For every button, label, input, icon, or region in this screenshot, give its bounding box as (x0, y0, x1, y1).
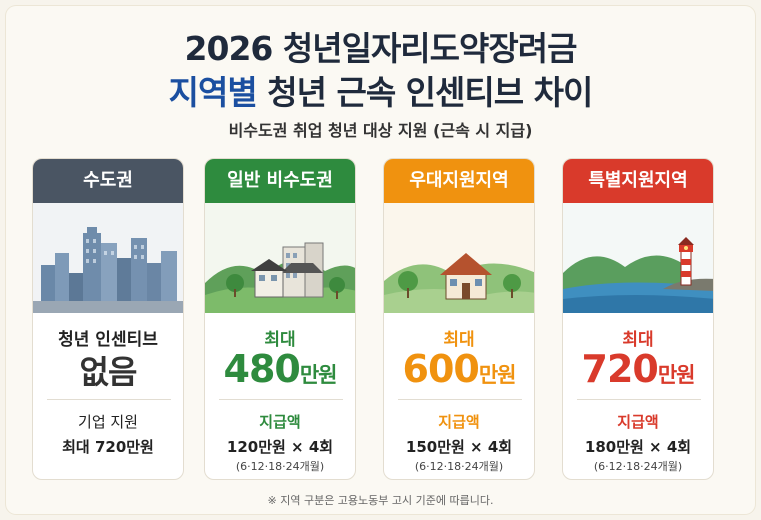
incentive-amount: 720 (581, 347, 659, 391)
payment-amount: 150만원 × 4회 (405, 438, 513, 456)
max-label: 최대 (443, 330, 475, 350)
divider (398, 399, 522, 400)
payment-label: 지급액 (438, 413, 480, 431)
incentive-unit: 만원 (299, 363, 338, 387)
card-capital-region: 수도권 청년 인센티브 없음 기업 지원 최대 720만원 (32, 158, 184, 480)
incentive-amount: 없음 (79, 353, 138, 391)
divider (577, 399, 701, 400)
max-label: 최대 (622, 330, 654, 350)
payment-schedule: (6·12·18·24개월) (235, 460, 325, 473)
subtitle: 비수도권 취업 청년 대상 지원 (근속 시 지급) (228, 121, 533, 140)
incentive-value: 720만원 (563, 347, 713, 391)
incentive-unit: 만원 (478, 363, 517, 387)
divider (219, 399, 343, 400)
title-rest: 청년 근속 인센티브 차이 (256, 73, 593, 112)
coastal-lighthouse-icon (563, 203, 713, 313)
incentive-value: 600만원 (384, 347, 534, 391)
payment-schedule: (6·12·18·24개월) (593, 460, 683, 473)
divider (47, 399, 171, 400)
title-highlight: 지역별 (168, 73, 258, 112)
incentive-amount: 480 (223, 347, 301, 391)
payment-label: 지급액 (259, 413, 301, 431)
payment-label: 지급액 (617, 413, 659, 431)
city-skyline-icon (33, 203, 183, 313)
payment-amount: 180만원 × 4회 (584, 438, 692, 456)
house-landscape-icon (384, 203, 534, 313)
title-line-1: 2026 청년일자리도약장려금 (184, 29, 578, 68)
company-support-label: 기업 지원 (78, 413, 138, 431)
card-special-support-region: 특별지원지역 최대 720만원 지급액 180만원 × 4회 (6·12·18·… (562, 158, 714, 480)
card-header: 일반 비수도권 (205, 159, 355, 203)
incentive-value: 480만원 (205, 347, 355, 391)
max-label: 최대 (264, 330, 296, 350)
town-landscape-icon (205, 203, 355, 313)
footnote: ※ 지역 구분은 고용노동부 고시 기준에 따릅니다. (267, 494, 494, 507)
payment-amount: 120만원 × 4회 (226, 438, 334, 456)
incentive-label: 청년 인센티브 (58, 330, 158, 350)
card-header: 우대지원지역 (384, 159, 534, 203)
company-support-amount: 최대 720만원 (62, 438, 154, 456)
card-header: 수도권 (33, 159, 183, 203)
card-header: 특별지원지역 (563, 159, 713, 203)
card-general-non-capital: 일반 비수도권 최대 480만원 지급액 120만원 × 4회 (6·12·18… (204, 158, 356, 480)
incentive-amount: 600 (402, 347, 480, 391)
card-preferred-support-region: 우대지원지역 최대 600만원 지급액 150만원 × 4회 (6·12·18·… (383, 158, 535, 480)
payment-schedule: (6·12·18·24개월) (414, 460, 504, 473)
incentive-unit: 만원 (657, 363, 696, 387)
title-line-2: 지역별 청년 근속 인센티브 차이 (0, 66, 761, 114)
incentive-value: 없음 (33, 347, 183, 393)
